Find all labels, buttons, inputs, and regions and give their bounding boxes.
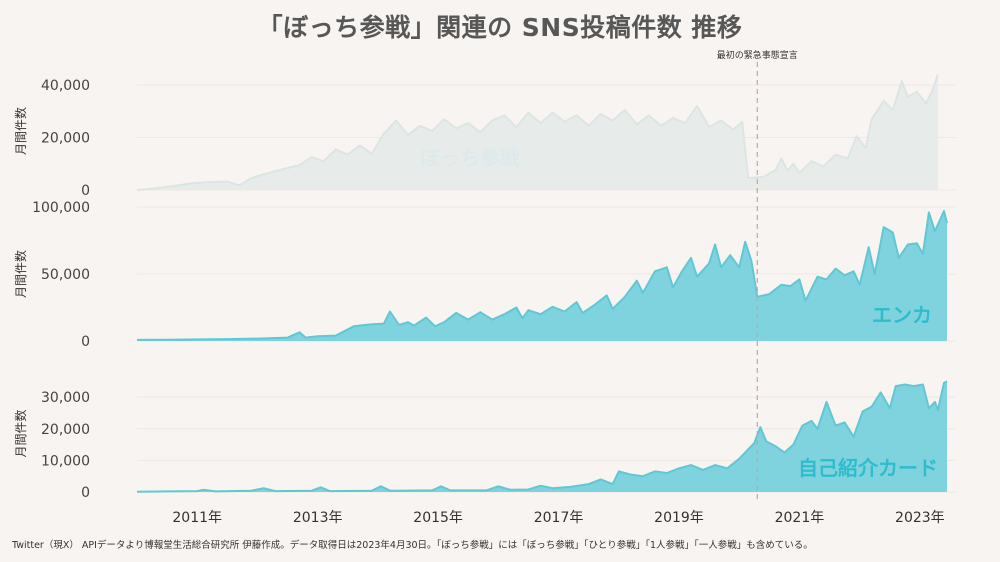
series-line	[136, 380, 948, 493]
chart-title: 「ぼっち参戦」関連の SNS投稿件数 推移	[257, 13, 743, 42]
y-tick-label: 0	[81, 485, 90, 501]
y-tick-label: 0	[81, 183, 90, 199]
y-tick-label: 50,000	[41, 267, 90, 283]
x-tick-label: 2023年	[895, 510, 945, 526]
y-tick-label: 20,000	[41, 422, 90, 438]
y-tick-label: 40,000	[41, 78, 90, 94]
y-tick-label: 0	[81, 334, 90, 350]
series-area	[137, 381, 947, 492]
y-tick-label: 20,000	[41, 131, 90, 147]
series-label: ぼっち参戦	[420, 146, 520, 170]
series-area	[137, 211, 947, 341]
y-tick-label: 100,000	[32, 200, 90, 216]
series-line	[136, 210, 948, 341]
x-tick-label: 2013年	[293, 510, 343, 526]
y-axis-label: 月間件数	[13, 409, 28, 457]
series-line	[136, 74, 939, 191]
series-label: 自己紹介カード	[798, 456, 938, 480]
y-axis-label: 月間件数	[13, 250, 28, 298]
x-tick-label: 2019年	[654, 510, 704, 526]
footnote: Twitter（現X） APIデータより博報堂生活総合研究所 伊藤作成。データ取…	[12, 540, 813, 551]
series-area	[137, 74, 938, 190]
y-axis-label: 月間件数	[13, 107, 28, 155]
x-tick-label: 2021年	[775, 510, 825, 526]
x-tick-label: 2011年	[172, 510, 222, 526]
series-label: エンカ	[872, 303, 932, 327]
x-tick-label: 2015年	[413, 510, 463, 526]
event-label: 最初の緊急事態宣言	[717, 49, 798, 61]
y-tick-label: 30,000	[41, 390, 90, 406]
x-tick-label: 2017年	[534, 510, 584, 526]
y-tick-label: 10,000	[41, 453, 90, 469]
